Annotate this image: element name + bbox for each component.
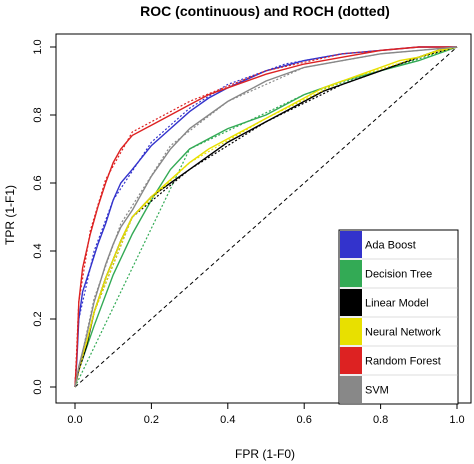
roch-line-decision-tree: [74, 46, 458, 388]
x-tick-label: 0.0: [67, 414, 82, 426]
legend-swatch-svm: [340, 376, 362, 403]
x-tick-label: 0.4: [220, 414, 235, 426]
roc-line-random-forest: [74, 46, 457, 388]
legend-label-random-forest: Random Forest: [365, 356, 441, 368]
roch-line-ada-boost: [74, 46, 457, 388]
plot-area: [55, 33, 472, 404]
y-tick-label: 0.6: [32, 175, 44, 190]
legend-label-decision-tree: Decision Tree: [365, 269, 432, 281]
x-tick-label: 0.6: [297, 414, 312, 426]
y-tick-label: 0.2: [32, 311, 44, 326]
legend-swatch-ada-boost: [340, 231, 362, 258]
roc-line-svm: [74, 46, 458, 388]
y-tick-label: 0.4: [32, 243, 44, 258]
legend-swatch-linear-model: [340, 289, 362, 316]
legend-label-svm: SVM: [365, 385, 389, 397]
plot-frame: [55, 33, 472, 404]
legend-swatch-neural-network: [340, 318, 362, 345]
diagonal-reference-line: [74, 46, 458, 388]
legend: Ada Boost Decision Tree Linear Model Neural…: [338, 229, 459, 405]
x-tick-label: 1.0: [449, 414, 464, 426]
legend-label-neural-network: Neural Network: [365, 327, 441, 339]
y-tick-label: 0.8: [32, 107, 44, 122]
y-tick-label: 1.0: [32, 39, 44, 54]
axis-ticks: 0.0 0.2 0.4 0.6 0.8 1.0 0.0 0.2 0.4 0.6 0.8 1.0: [32, 39, 465, 426]
y-tick-label: 0.0: [32, 379, 44, 394]
x-tick-label: 0.2: [144, 414, 159, 426]
legend-label-ada-boost: Ada Boost: [365, 240, 416, 252]
legend-swatch-decision-tree: [340, 260, 362, 287]
y-axis-label: TPR (1-F1): [3, 185, 17, 245]
legend-label-linear-model: Linear Model: [365, 298, 429, 310]
roc-line-neural-network: [74, 46, 458, 388]
legend-swatch-random-forest: [340, 347, 362, 374]
x-axis-label: FPR (1-F0): [235, 447, 295, 461]
roc-line-decision-tree: [74, 46, 458, 388]
chart-title: ROC (continuous) and ROCH (dotted): [140, 3, 390, 19]
x-tick-label: 0.8: [373, 414, 388, 426]
